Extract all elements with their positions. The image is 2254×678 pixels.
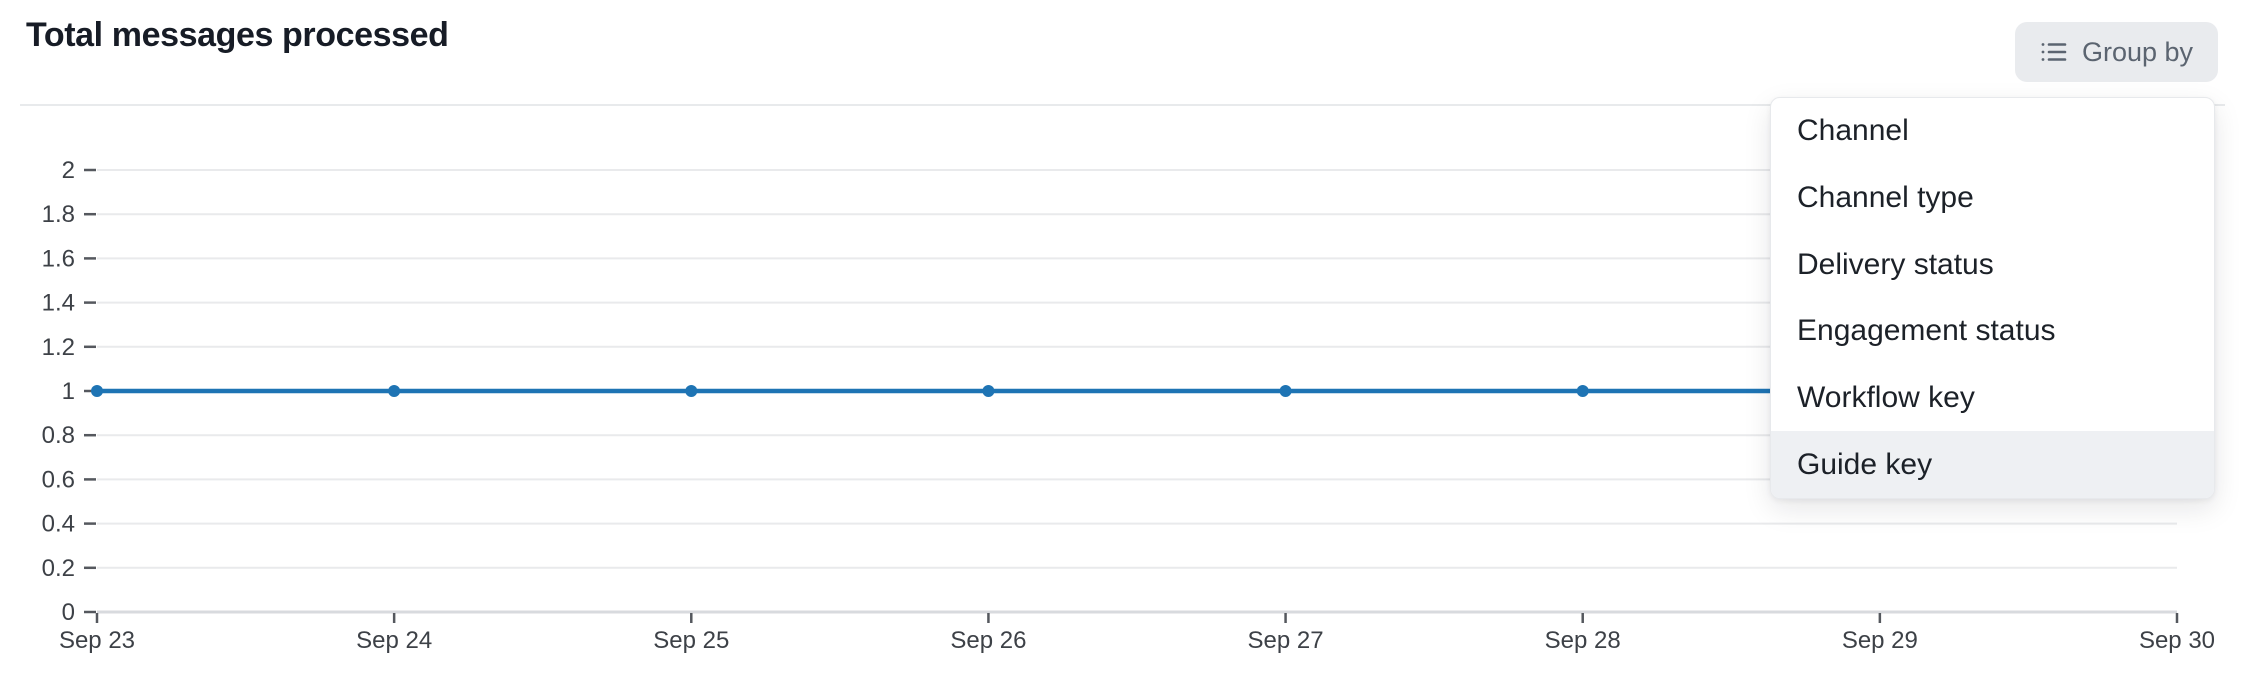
y-tick-label: 1.2 [42,334,75,361]
x-tick-label: Sep 30 [2139,627,2215,654]
data-point[interactable] [388,385,401,397]
x-tick-label: Sep 29 [1842,627,1918,654]
y-tick-label: 0.2 [42,555,75,582]
list-icon [2040,40,2068,64]
y-tick-label: 1.6 [42,245,75,272]
page-title: Total messages processed [26,16,449,54]
data-point[interactable] [91,385,103,397]
data-point[interactable] [1279,385,1292,397]
x-tick-label: Sep 26 [950,627,1026,654]
group-by-button-label: Group by [2081,36,2194,67]
y-tick-label: 1 [62,378,75,405]
x-tick-label: Sep 24 [356,627,432,654]
y-tick-label: 2 [62,157,75,184]
header-divider [20,104,2225,106]
menu-item-delivery-status[interactable]: Delivery status [1797,247,1994,281]
x-tick-label: Sep 25 [653,627,729,654]
menu-item-workflow-key[interactable]: Workflow key [1797,381,1975,415]
y-tick-label: 0.4 [42,511,75,538]
menu-item-channel[interactable]: Channel [1797,114,1909,148]
data-point[interactable] [1576,385,1589,397]
y-tick-label: 1.8 [42,201,75,228]
y-tick-label: 0.6 [42,466,75,493]
y-tick-label: 0.8 [42,422,75,449]
group-by-button[interactable]: Group by [2015,22,2218,82]
data-point[interactable] [982,385,995,397]
menu-item-channel-type[interactable]: Channel type [1797,181,1974,214]
x-tick-label: Sep 27 [1248,627,1324,654]
x-tick-label: Sep 28 [1545,627,1621,654]
data-point[interactable] [685,385,698,397]
y-tick-label: 0 [62,599,75,626]
menu-item-engagement-status[interactable]: Engagement status [1797,314,2056,348]
x-tick-label: Sep 23 [59,627,135,654]
menu-item-guide-key[interactable]: Guide key [1771,431,2214,498]
y-tick-label: 1.4 [42,290,75,317]
group-by-dropdown-menu: Channel Channel type Delivery status Engage… [1770,97,2215,499]
